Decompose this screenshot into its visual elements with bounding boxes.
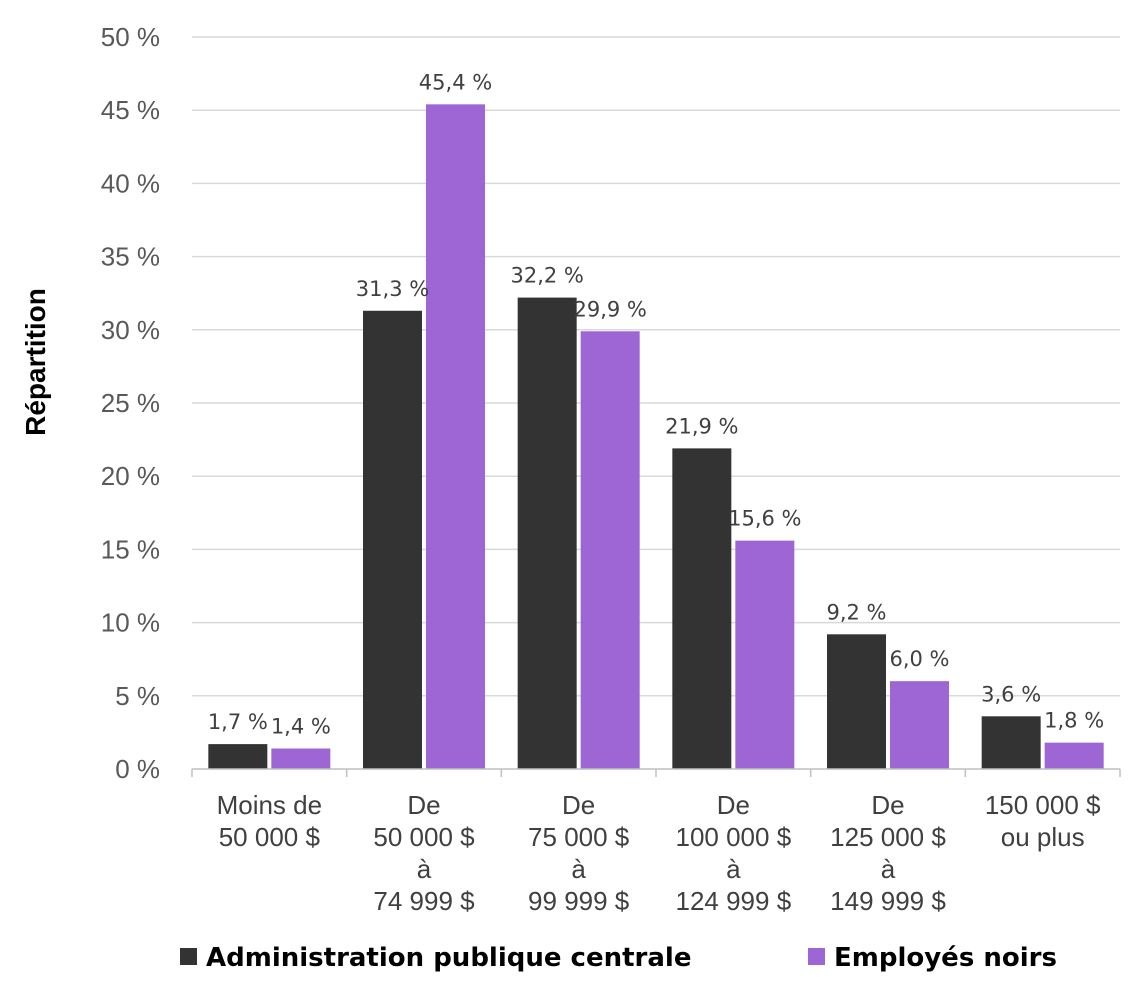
bar-employes-noirs (426, 104, 485, 770)
data-label: 29,9 % (573, 297, 646, 321)
data-label: 15,6 % (728, 507, 801, 531)
legend-swatch (808, 948, 825, 965)
bars (208, 104, 1104, 770)
x-category-label-line: à (571, 854, 586, 884)
x-category-label-line: à (881, 854, 896, 884)
gridlines (192, 36, 1120, 697)
x-category-label-line: 50 000 $ (219, 822, 321, 852)
legend: Administration publique centrale Employés… (180, 943, 1057, 973)
data-label: 3,6 % (981, 682, 1041, 706)
x-category-label-line: 124 999 $ (675, 886, 791, 916)
data-label: 6,0 % (889, 647, 949, 671)
y-tick-label: 45 % (101, 95, 160, 125)
bar-administration (981, 716, 1041, 769)
x-category-label-line: Moins de (217, 790, 323, 820)
y-tick-label: 30 % (101, 315, 160, 345)
data-labels: 1,7 % 31,3 % 32,2 % 21,9 % 9,2 % 3,6 % 1,4 % 45… (208, 70, 1104, 738)
x-category-label: Moins de 50 000 $ (217, 790, 323, 852)
bar-employes-noirs (890, 681, 949, 769)
data-label: 31,3 % (356, 277, 429, 301)
x-category-label: De 75 000 $ à 99 999 $ (528, 790, 630, 916)
x-category-label-line: 50 000 $ (373, 822, 475, 852)
data-label: 1,4 % (271, 715, 331, 739)
bar-employes-noirs (271, 748, 331, 769)
x-category-label-line: De (407, 790, 440, 820)
bar-administration (363, 310, 422, 769)
x-category-label: 150 000 $ ou plus (985, 790, 1101, 852)
data-label: 1,8 % (1044, 709, 1104, 733)
x-category-label-line: 149 999 $ (830, 886, 946, 916)
x-category-label: De 50 000 $ à 74 999 $ (373, 790, 475, 916)
x-category-label-line: De (717, 790, 750, 820)
data-label: 21,9 % (665, 414, 738, 438)
data-label: 45,4 % (419, 70, 492, 94)
y-axis-ticks: 0 % 5 % 10 % 15 % 20 % 25 % 30 % 35 % 40 % 45 % 50… (101, 22, 160, 784)
bar-administration (827, 634, 886, 769)
x-category-label-line: 75 000 $ (528, 822, 630, 852)
legend-label: Employés noirs (834, 943, 1057, 973)
y-tick-label: 20 % (101, 461, 160, 491)
legend-swatch (180, 948, 197, 965)
x-category-label-line: 125 000 $ (830, 822, 946, 852)
y-axis-title: Répartition (20, 288, 51, 436)
y-tick-label: 15 % (101, 534, 160, 564)
y-tick-label: 10 % (101, 608, 160, 638)
x-category-label-line: 99 999 $ (528, 886, 630, 916)
bar-administration (517, 297, 577, 769)
bar-administration (208, 744, 268, 769)
bar-employes-noirs (1044, 742, 1104, 769)
y-tick-label: 35 % (101, 242, 160, 272)
y-tick-label: 0 % (115, 754, 160, 784)
x-axis: Moins de 50 000 $De 50 000 $ à 74 999 $De 75 … (191, 768, 1121, 916)
x-category-label-line: à (726, 854, 741, 884)
data-label: 1,7 % (208, 710, 268, 734)
x-category-label-line: à (417, 854, 432, 884)
x-category-label-line: De (871, 790, 904, 820)
x-category-label: De 125 000 $ à 149 999 $ (830, 790, 946, 916)
x-category-label-line: ou plus (1001, 822, 1085, 852)
data-label: 32,2 % (510, 264, 583, 288)
x-category-label-line: 74 999 $ (373, 886, 475, 916)
y-tick-label: 5 % (115, 681, 160, 711)
bar-administration (672, 448, 732, 769)
y-tick-label: 25 % (101, 388, 160, 418)
bar-employes-noirs (580, 331, 640, 769)
x-category-label: De 100 000 $ à 124 999 $ (675, 790, 791, 916)
data-label: 9,2 % (826, 600, 886, 624)
x-category-label-line: De (562, 790, 595, 820)
bar-employes-noirs (735, 540, 795, 769)
x-category-label-line: 100 000 $ (675, 822, 791, 852)
legend-label: Administration publique centrale (206, 943, 691, 973)
y-tick-label: 50 % (101, 22, 160, 52)
x-category-label-line: 150 000 $ (985, 790, 1101, 820)
y-tick-label: 40 % (101, 168, 160, 198)
